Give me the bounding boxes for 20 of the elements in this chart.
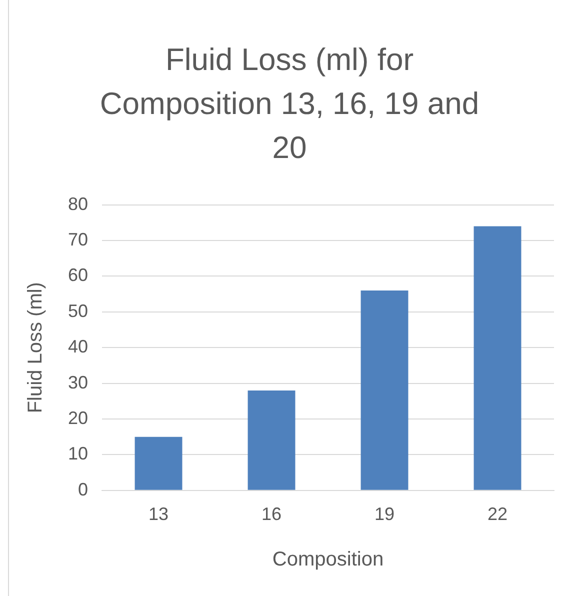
y-tick-label: 80 xyxy=(68,194,88,214)
x-axis-title: Composition xyxy=(272,548,384,571)
y-tick-label: 30 xyxy=(68,372,88,392)
y-axis-title: Fluid Loss (ml) xyxy=(24,282,47,414)
x-tick-label: 16 xyxy=(262,504,282,524)
x-tick-label: 19 xyxy=(374,504,395,524)
x-tick-label: 22 xyxy=(487,504,508,524)
y-tick-label: 20 xyxy=(68,408,88,428)
y-tick-label: 70 xyxy=(68,229,88,250)
bar xyxy=(248,390,296,490)
y-tick-label: 0 xyxy=(78,479,88,500)
y-tick-label: 50 xyxy=(68,300,88,321)
x-tick-label: 13 xyxy=(148,504,169,524)
bar xyxy=(474,226,522,490)
bar xyxy=(134,436,182,490)
y-tick-label: 40 xyxy=(68,336,88,357)
chart-title: Fluid Loss (ml) for Composition 13, 16, 19 and 20 xyxy=(100,41,480,167)
y-tick-label: 10 xyxy=(68,444,88,464)
bar xyxy=(360,290,408,490)
y-tick-label: 60 xyxy=(68,265,88,286)
